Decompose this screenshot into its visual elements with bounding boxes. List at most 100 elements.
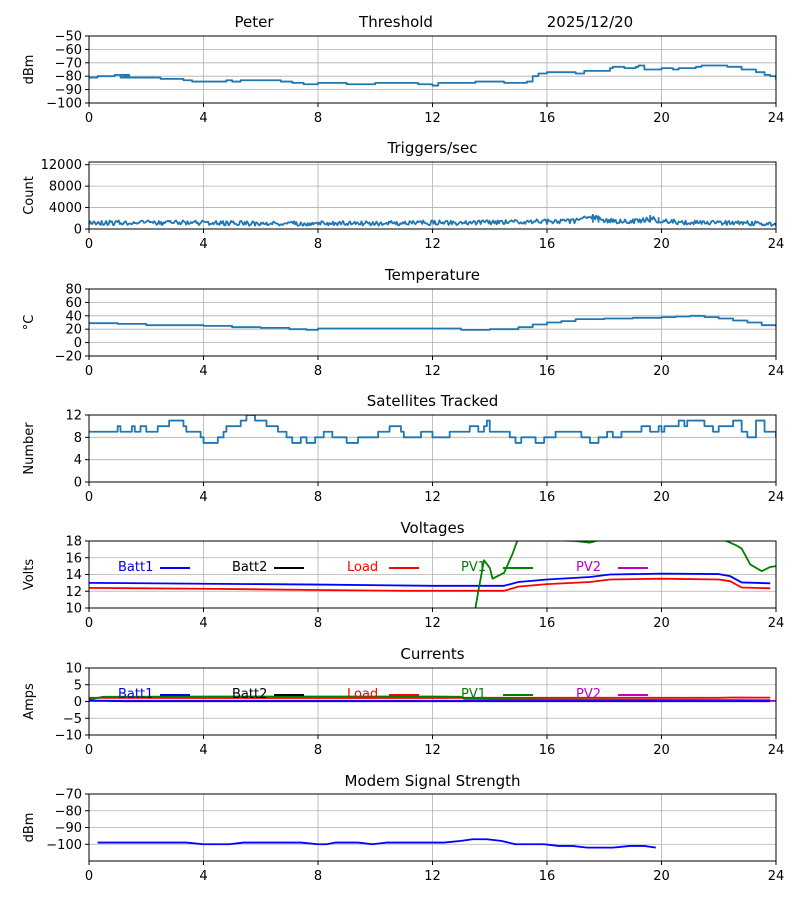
x-tick-label: 20 [653, 743, 670, 758]
x-tick-label: 12 [424, 490, 441, 505]
x-tick-label: 4 [199, 364, 207, 379]
plot-area [89, 213, 776, 227]
x-tick-label: 0 [85, 616, 93, 631]
panel-1: Triggers/sec 0 4 8 12 16 20 24 0 4000 8000 12000 Cou… [22, 139, 784, 252]
x-tick-label: 0 [85, 490, 93, 505]
series-line [97, 838, 656, 849]
panel-6: Modem Signal Strength 0 4 8 12 16 20 24 −100 −90 −… [22, 772, 784, 884]
series-line [89, 314, 776, 331]
y-tick-label: 0 [74, 476, 82, 491]
y-tick-label: 80 [65, 283, 82, 298]
x-tick-label: 12 [424, 743, 441, 758]
panel-title: Satellites Tracked [367, 392, 498, 410]
y-tick-label: −60 [55, 43, 82, 58]
x-tick-label: 12 [424, 237, 441, 252]
x-tick-label: 20 [653, 111, 670, 126]
x-tick-label: 8 [314, 869, 322, 884]
y-tick-label: 10 [65, 662, 82, 677]
plot-area [89, 64, 776, 87]
plot-area [89, 415, 776, 444]
y-tick-label: 0 [74, 336, 82, 351]
x-tick-label: 24 [768, 111, 785, 126]
y-tick-label: −70 [55, 56, 82, 71]
y-axis-label: °C [22, 315, 37, 331]
x-tick-label: 20 [653, 616, 670, 631]
y-tick-label: 18 [65, 535, 82, 550]
panel-0: 0 4 8 12 16 20 24 −100−90−80−70−60−50 dBm [22, 30, 784, 127]
y-tick-label: 12 [65, 585, 82, 600]
y-tick-label: 20 [65, 323, 82, 338]
x-tick-label: 12 [424, 364, 441, 379]
y-tick-label: 40 [65, 309, 82, 324]
panel-title: Temperature [384, 266, 480, 284]
y-tick-label: 14 [65, 568, 82, 583]
y-tick-label: 0 [74, 695, 82, 710]
series-line-load [89, 577, 771, 592]
x-tick-label: 8 [314, 743, 322, 758]
panel-5: Currents Batt1 Batt2 Load PV1 PV2 0 4 8 12 16 20 24 −… [22, 645, 784, 758]
x-tick-label: 16 [539, 111, 556, 126]
x-tick-label: 12 [424, 616, 441, 631]
x-tick-label: 12 [424, 869, 441, 884]
x-tick-label: 16 [539, 869, 556, 884]
series-line-pv1 [89, 695, 771, 702]
x-tick-label: 4 [199, 743, 207, 758]
x-tick-label: 24 [768, 616, 785, 631]
series-line-pv1 [474, 541, 776, 608]
x-tick-label: 24 [768, 237, 785, 252]
x-tick-label: 4 [199, 237, 207, 252]
legend-label: Load [347, 560, 378, 575]
y-tick-label: −70 [55, 788, 82, 803]
x-tick-label: 0 [85, 111, 93, 126]
y-axis-label: Volts [22, 559, 37, 591]
legend-label: PV2 [576, 560, 601, 575]
legend-label: PV1 [461, 560, 486, 575]
x-tick-label: 16 [539, 237, 556, 252]
x-tick-label: 24 [768, 490, 785, 505]
x-tick-label: 20 [653, 364, 670, 379]
y-tick-label: −100 [46, 97, 82, 112]
x-tick-label: 16 [539, 616, 556, 631]
series-line [89, 64, 776, 87]
x-tick-label: 16 [539, 743, 556, 758]
y-tick-label: 5 [74, 678, 82, 693]
y-tick-label: −90 [55, 83, 82, 98]
y-axis-label: Count [22, 176, 37, 215]
legend-label: Load [347, 687, 378, 702]
x-tick-label: 0 [85, 743, 93, 758]
y-tick-label: −50 [55, 30, 82, 45]
x-tick-label: 8 [314, 237, 322, 252]
series-line [89, 213, 776, 227]
y-tick-label: −80 [55, 804, 82, 819]
y-axis-label: dBm [22, 813, 37, 843]
y-axis-label: dBm [22, 55, 37, 85]
x-tick-label: 8 [314, 616, 322, 631]
header-date-label: 2025/12/20 [547, 13, 633, 31]
y-tick-label: −90 [55, 821, 82, 836]
x-tick-label: 20 [653, 869, 670, 884]
legend-label: Batt2 [232, 687, 267, 702]
plot-area [89, 541, 776, 608]
header-mode-label: Threshold [358, 13, 433, 31]
y-tick-label: 60 [65, 296, 82, 311]
x-tick-label: 24 [768, 869, 785, 884]
y-tick-label: 8 [74, 431, 82, 446]
y-tick-label: 16 [65, 551, 82, 566]
x-tick-label: 8 [314, 111, 322, 126]
legend-label: Batt1 [118, 560, 153, 575]
y-tick-label: −100 [46, 838, 82, 853]
header-site-label: Peter [234, 13, 274, 31]
x-tick-label: 20 [653, 490, 670, 505]
x-tick-label: 4 [199, 490, 207, 505]
y-tick-label: 0 [74, 223, 82, 238]
x-tick-label: 16 [539, 364, 556, 379]
plot-area [89, 314, 776, 331]
y-tick-label: −10 [55, 729, 82, 744]
x-tick-label: 4 [199, 616, 207, 631]
x-tick-label: 0 [85, 237, 93, 252]
x-tick-label: 8 [314, 490, 322, 505]
x-tick-label: 4 [199, 111, 207, 126]
series-line-load [89, 696, 771, 699]
